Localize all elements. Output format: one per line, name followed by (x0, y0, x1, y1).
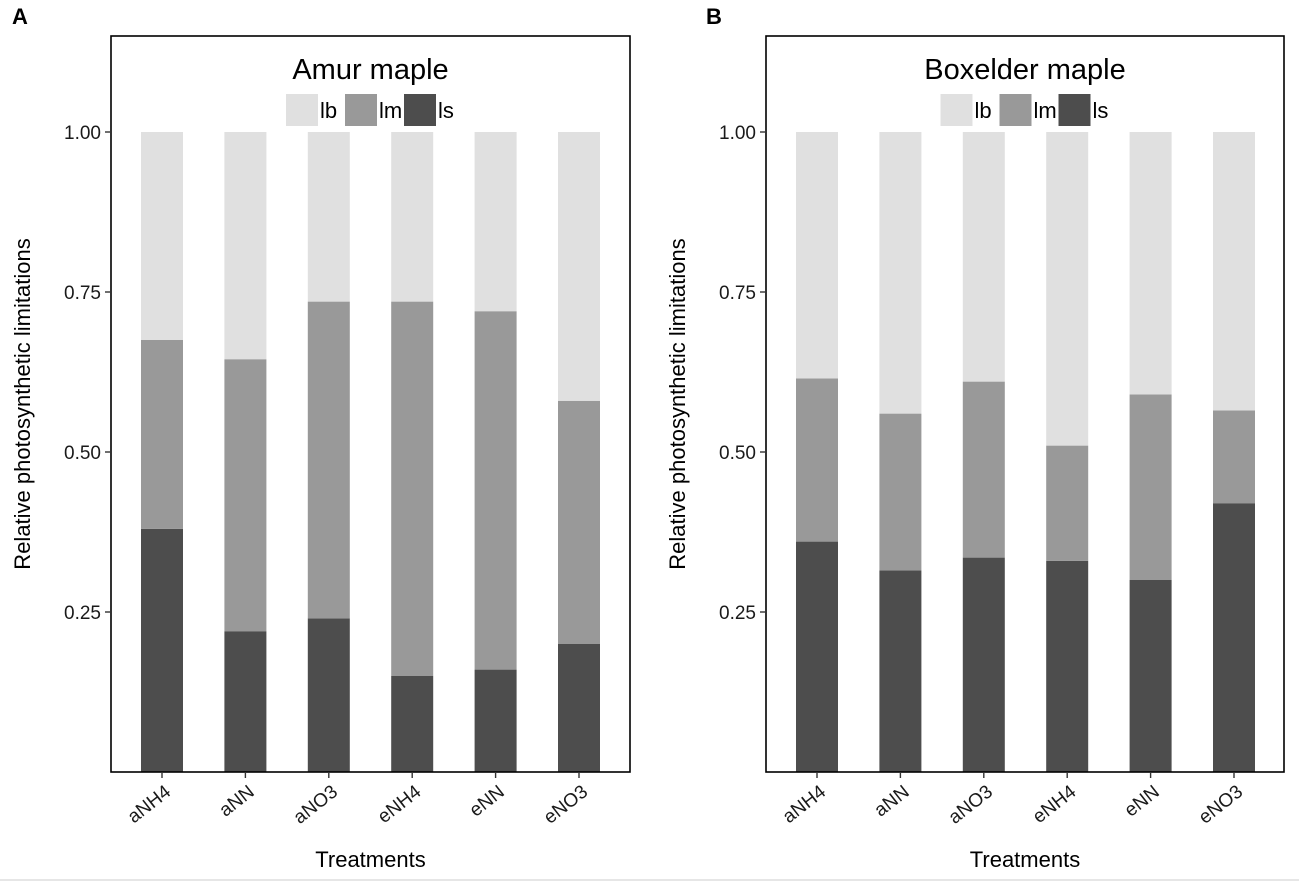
x-axis-title: Treatments (315, 847, 425, 872)
chart-title: Amur maple (292, 54, 448, 86)
bar-lb-eNN (474, 132, 517, 312)
bar-ls-aNH4 (141, 528, 183, 772)
bar-lm-eNH4 (1046, 445, 1089, 561)
bar-lb-aNH4 (796, 132, 838, 379)
x-axis-title: Treatments (970, 847, 1080, 872)
bar-lm-eNN (474, 311, 517, 670)
chart-title: Boxelder maple (924, 54, 1126, 86)
legend-label-lb: lb (975, 98, 992, 123)
y-tick-label: 0.50 (64, 443, 101, 464)
bar-ls-eNH4 (1046, 560, 1089, 772)
bar-lb-eNO3 (1213, 132, 1255, 411)
bar-ls-aNN (224, 631, 267, 772)
bar-lm-aNO3 (962, 381, 1005, 558)
bar-lb-aNO3 (962, 132, 1005, 382)
bar-lb-aNN (879, 132, 922, 414)
y-tick-label: 0.25 (64, 603, 101, 624)
legend: lb lm ls (940, 94, 1109, 126)
y-tick-label: 0.75 (64, 283, 101, 304)
panel-letter: A (12, 4, 28, 29)
y-tick-label: 0.50 (719, 443, 756, 464)
bar-lm-eNN (1129, 394, 1172, 580)
bar-lb-aNN (224, 132, 267, 360)
bar-ls-aNO3 (307, 618, 350, 772)
bar-lb-eNN (1129, 132, 1172, 395)
bar-lb-eNO3 (558, 132, 600, 401)
bar-ls-eNN (474, 669, 517, 772)
y-tick-label: 0.75 (719, 283, 756, 304)
legend-label-lm: lm (379, 98, 402, 123)
legend-label-lb: lb (320, 98, 337, 123)
bar-lm-eNH4 (391, 301, 434, 676)
bar-lb-aNO3 (307, 132, 350, 302)
bar-lb-eNH4 (1046, 132, 1089, 446)
panel-letter: B (706, 4, 722, 29)
bar-ls-eNO3 (1213, 503, 1255, 772)
bar-lm-eNO3 (1213, 410, 1255, 504)
legend-swatch-lb (286, 94, 318, 126)
plot-border (110, 35, 631, 773)
plot-border (765, 35, 1285, 773)
bar-ls-eNH4 (391, 676, 434, 772)
bar-lm-aNN (224, 359, 267, 632)
bar-ls-aNO3 (962, 557, 1005, 772)
bar-lm-aNH4 (141, 340, 183, 529)
bar-lb-aNH4 (141, 132, 183, 340)
legend-label-ls: ls (1093, 98, 1109, 123)
y-tick-label: 1.00 (719, 123, 756, 144)
y-tick-label: 1.00 (64, 123, 101, 144)
legend-swatch-ls (1058, 94, 1091, 126)
bar-ls-eNO3 (558, 644, 600, 772)
bar-lm-eNO3 (558, 400, 600, 644)
legend-swatch-lb (940, 94, 973, 126)
bar-lm-aNN (879, 413, 922, 571)
legend-label-lm: lm (1034, 98, 1057, 123)
bar-lm-aNO3 (307, 301, 350, 619)
legend-label-ls: ls (438, 98, 454, 123)
y-axis-title: Relative photosynthetic limitations (10, 238, 35, 569)
bar-lb-eNH4 (391, 132, 434, 302)
legend-swatch-ls (404, 94, 436, 126)
bar-ls-eNN (1129, 580, 1172, 772)
y-axis-title: Relative photosynthetic limitations (665, 238, 690, 569)
bar-ls-aNH4 (796, 541, 838, 772)
y-tick-label: 0.25 (719, 603, 756, 624)
legend: lb lm ls (286, 94, 454, 126)
bar-ls-aNN (879, 570, 922, 772)
bar-lm-aNH4 (796, 378, 838, 542)
legend-swatch-lm (999, 94, 1032, 126)
legend-swatch-lm (345, 94, 377, 126)
